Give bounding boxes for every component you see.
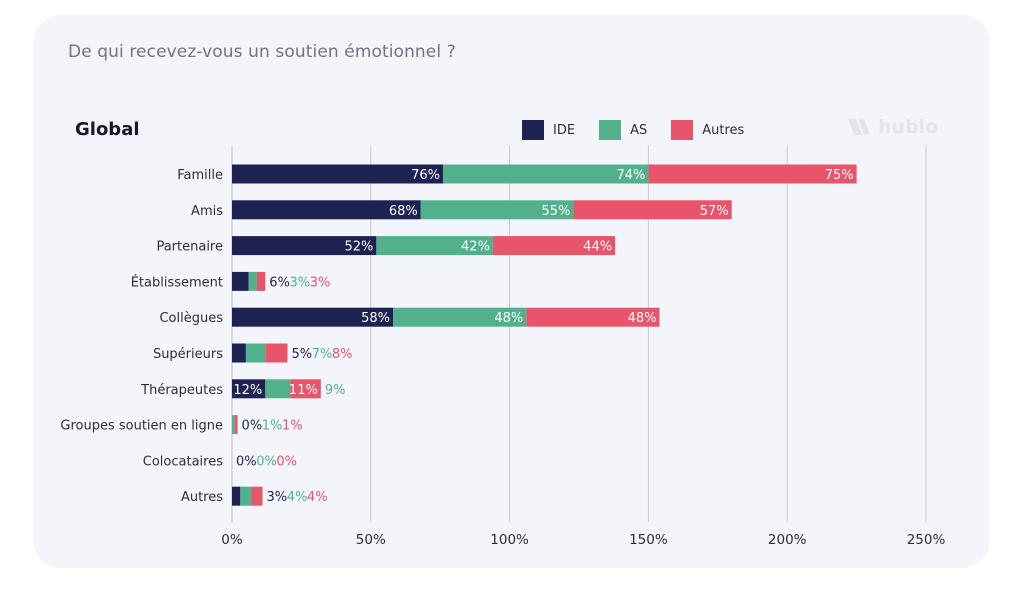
legend-swatch-ide (522, 120, 544, 140)
bar-segment-ide (232, 164, 443, 184)
bar-segment-as (442, 164, 649, 184)
bar-segment-as (248, 271, 257, 291)
data-label: 4% (287, 490, 308, 505)
bar-segment-as (240, 486, 252, 506)
bar-segment-autres (648, 164, 857, 184)
data-label: 1% (282, 419, 303, 434)
data-label: 11% (289, 383, 318, 398)
bar-segment-ide (232, 379, 266, 399)
data-label: 55% (542, 204, 571, 219)
data-label: 7% (312, 347, 333, 362)
bar-segment-ide (232, 271, 249, 291)
bar-segment-autres (290, 379, 321, 399)
bar-segment-autres (526, 307, 660, 327)
data-label: 68% (389, 204, 418, 219)
category-label: Supérieurs (153, 347, 223, 362)
legend-item-ide: IDE (522, 120, 575, 140)
data-label: 48% (494, 311, 523, 326)
category-label: Collègues (159, 311, 223, 326)
data-label: 3% (310, 275, 331, 290)
category-label: Autres (181, 490, 223, 505)
bar-segment-autres (492, 236, 616, 256)
hublo-logo: hublo (848, 116, 938, 138)
x-tick-label: 250% (907, 532, 946, 548)
legend-label-ide: IDE (553, 122, 576, 138)
data-label: 75% (825, 168, 854, 183)
x-tick-label: 0% (221, 532, 243, 548)
bar-segment-ide (232, 486, 241, 506)
bar-segment-ide (232, 307, 394, 327)
category-label: Groupes soutien en ligne (60, 419, 223, 434)
data-label: 0% (276, 454, 297, 469)
legend: IDE AS Autres (522, 120, 768, 140)
bar-segment-as (393, 307, 527, 327)
legend-swatch-autres (671, 120, 694, 140)
section-title: Global (75, 119, 140, 140)
data-label: 57% (700, 204, 729, 219)
data-label: 9% (325, 383, 346, 398)
x-tick-label: 200% (768, 532, 807, 548)
x-tick-label: 50% (356, 532, 386, 548)
bar-segment-autres (234, 415, 238, 435)
data-label: 0% (256, 454, 277, 469)
bar-segment-as (232, 415, 235, 435)
bar-segment-as (265, 379, 291, 399)
bar-segment-ide (232, 200, 421, 220)
data-label: 76% (411, 168, 440, 183)
legend-item-as: AS (599, 120, 647, 140)
bar-segment-ide (232, 343, 246, 363)
bar-segment-autres (256, 271, 266, 291)
data-label: 6% (269, 275, 290, 290)
category-label: Amis (191, 204, 223, 219)
data-label: 58% (361, 311, 390, 326)
data-label: 12% (233, 383, 262, 398)
bar-segment-ide (232, 236, 377, 256)
bar-segment-autres (573, 200, 732, 220)
category-label: Établissement (131, 274, 223, 290)
data-label: 1% (262, 419, 283, 434)
data-label: 48% (628, 311, 657, 326)
bar-segment-autres (265, 343, 288, 363)
question-title: De qui recevez-vous un soutien émotionne… (68, 42, 456, 62)
data-label: 3% (290, 275, 311, 290)
category-label: Famille (177, 168, 223, 183)
category-label: Thérapeutes (140, 383, 223, 398)
bar-segment-as (376, 236, 493, 256)
data-label: 74% (616, 168, 645, 183)
legend-label-autres: Autres (702, 122, 745, 138)
bar-segment-autres (251, 486, 263, 506)
data-label: 3% (267, 490, 288, 505)
hublo-logo-icon (848, 119, 870, 135)
bar-segment-as (420, 200, 574, 220)
chart-card (33, 15, 990, 568)
data-label: 5% (292, 347, 313, 362)
legend-swatch-as (599, 120, 622, 140)
data-label: 0% (236, 454, 257, 469)
data-label: 52% (344, 240, 373, 255)
legend-label-as: AS (630, 122, 648, 138)
hublo-logo-text: hublo (878, 116, 939, 138)
bar-segment-as (245, 343, 266, 363)
data-label: 4% (307, 490, 328, 505)
x-tick-label: 150% (629, 532, 668, 548)
data-label: 8% (332, 347, 353, 362)
legend-item-autres: Autres (671, 120, 744, 140)
data-label: 42% (461, 240, 490, 255)
category-label: Partenaire (156, 240, 223, 255)
data-label: 44% (583, 240, 612, 255)
x-tick-label: 100% (490, 532, 529, 548)
category-label: Colocataires (143, 454, 223, 469)
data-label: 0% (242, 419, 263, 434)
